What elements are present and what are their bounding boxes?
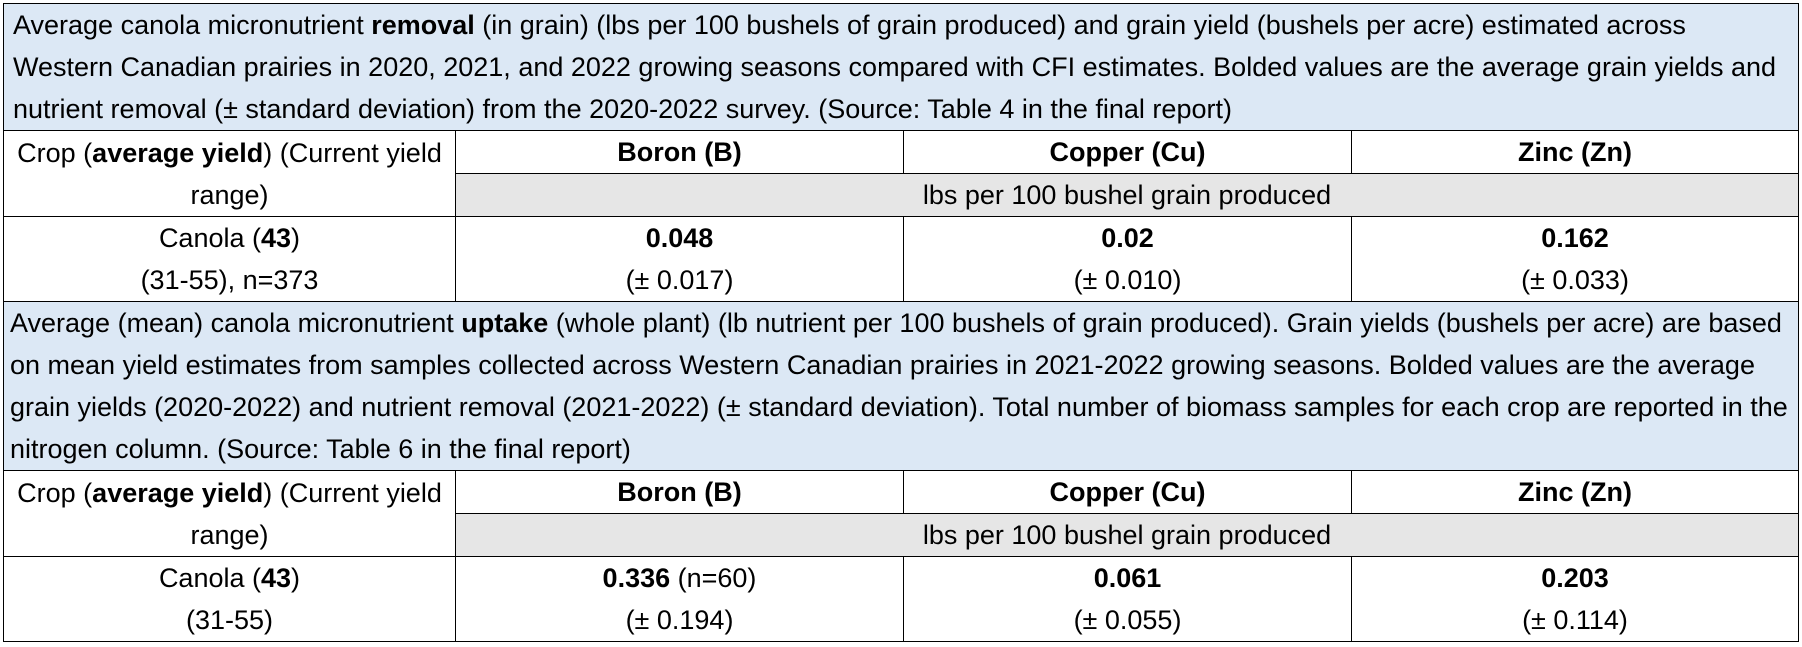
uptake-caption: Average (mean) canola micronutrient upta… — [2, 301, 1800, 471]
column-header-copper: Copper (Cu) — [903, 470, 1352, 514]
column-header-copper: Copper (Cu) — [903, 130, 1352, 174]
std-dev: (± 0.194) — [625, 605, 734, 635]
std-dev: (± 0.017) — [625, 265, 734, 295]
crop-header-cell: Crop (average yield) (Current yield rang… — [3, 470, 456, 557]
value-cell-zinc: 0.162 (± 0.033) — [1350, 216, 1800, 302]
crop-range: (31-55), n=373 — [140, 265, 319, 295]
value-cell-copper: 0.02 (± 0.010) — [903, 216, 1352, 302]
std-dev: (± 0.010) — [1073, 265, 1182, 295]
crop-range: (31-55) — [185, 605, 274, 635]
value-cell-boron: 0.048 (± 0.017) — [455, 216, 904, 302]
crop-cell: Canola (43) (31-55), n=373 — [3, 216, 456, 302]
column-header-boron: Boron (B) — [455, 130, 904, 174]
column-header-boron: Boron (B) — [455, 470, 904, 514]
canola-micronutrient-table: Average canola micronutrient removal (in… — [2, 3, 1800, 642]
std-dev: (± 0.114) — [1522, 605, 1628, 635]
units-label: lbs per 100 bushel grain produced — [454, 513, 1800, 557]
column-header-zinc: Zinc (Zn) — [1350, 130, 1800, 174]
nutrient-table-container: Average canola micronutrient removal (in… — [2, 3, 1800, 642]
units-label: lbs per 100 bushel grain produced — [454, 173, 1800, 217]
std-dev: (± 0.055) — [1073, 605, 1182, 635]
column-header-zinc: Zinc (Zn) — [1350, 470, 1800, 514]
crop-cell: Canola (43) (31-55) — [3, 556, 456, 642]
value-cell-boron: 0.336 (n=60) (± 0.194) — [455, 556, 904, 642]
value-cell-zinc: 0.203 (± 0.114) — [1350, 556, 1800, 642]
removal-caption: Average canola micronutrient removal (in… — [2, 3, 1800, 131]
crop-header-cell: Crop (average yield) (Current yield rang… — [3, 130, 456, 217]
std-dev: (± 0.033) — [1521, 265, 1629, 295]
value-cell-copper: 0.061 (± 0.055) — [903, 556, 1352, 642]
